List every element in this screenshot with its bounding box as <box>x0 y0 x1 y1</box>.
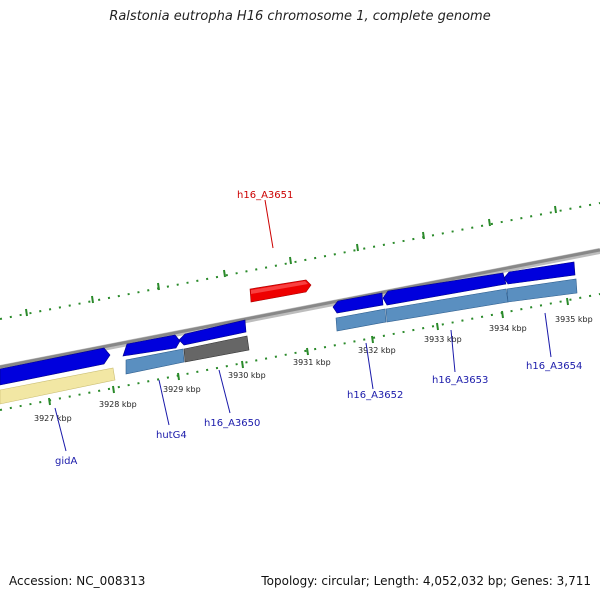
tick-label: 3928 kbp <box>99 400 137 409</box>
lower-tick <box>112 385 115 394</box>
tick-label: 3932 kbp <box>358 346 396 355</box>
feature-hutG4-cds <box>125 348 185 375</box>
gene-label-h16-A3653: h16_A3653 <box>432 375 488 386</box>
gene-label-h16-A3652: h16_A3652 <box>347 390 403 401</box>
lower-tick <box>306 347 309 356</box>
upper-tick <box>422 231 425 240</box>
lower-tick <box>241 360 244 369</box>
feature-h16-A3650-pseudo <box>183 335 250 363</box>
gene-gidA-arrow <box>0 347 111 386</box>
feature-gidA-rna <box>0 367 116 405</box>
lower-tick <box>436 322 439 331</box>
lower-tick <box>566 297 569 306</box>
gene-hutG4-arrow <box>122 334 181 357</box>
upper-tick <box>554 205 557 214</box>
gene-label-h16-A3650: h16_A3650 <box>204 418 260 429</box>
tick-label: 3931 kbp <box>293 358 331 367</box>
upper-tick <box>289 256 292 265</box>
gene-arrows[interactable] <box>0 261 576 386</box>
lower-tick <box>177 372 180 381</box>
genome-summary-text: Topology: circular; Length: 4,052,032 bp… <box>261 574 591 588</box>
tick-label: 3934 kbp <box>489 324 527 333</box>
gene-label-gidA: gidA <box>55 456 77 467</box>
chart-title: Ralstonia eutropha H16 chromosome 1, com… <box>109 9 491 24</box>
tick-labels: 3927 kbp 3928 kbp 3929 kbp 3930 kbp 3931… <box>34 315 593 423</box>
chromosome-backbone <box>0 248 600 371</box>
feature-boxes[interactable] <box>0 278 578 405</box>
lower-tick <box>48 397 51 406</box>
upper-tick <box>488 218 491 227</box>
gene-h16-A3653-arrow <box>382 272 507 306</box>
lower-tick <box>501 310 504 319</box>
gene-h16-A3650-arrow <box>178 319 247 346</box>
tick-label: 3929 kbp <box>163 385 201 394</box>
upper-tick <box>157 282 160 291</box>
upper-tick <box>25 308 28 317</box>
feature-h16-A3654-cds <box>506 278 578 303</box>
leader-lines <box>54 199 552 452</box>
gene-h16-A3651[interactable] <box>249 279 312 303</box>
upper-tick <box>223 269 226 278</box>
lower-tick <box>371 335 374 344</box>
tick-label: 3935 kbp <box>555 315 593 324</box>
feature-h16-A3652-cds <box>335 308 387 332</box>
lower-tick-rail <box>0 293 600 411</box>
gene-label-h16-A3654: h16_A3654 <box>526 361 582 372</box>
upper-tick <box>356 243 359 252</box>
gene-label-hutG4: hutG4 <box>156 430 187 441</box>
upper-tick <box>91 295 94 304</box>
tick-label: 3933 kbp <box>424 335 462 344</box>
gene-h16-A3654-arrow <box>503 261 576 285</box>
accession-text: Accession: NC_008313 <box>9 574 146 588</box>
tick-label: 3930 kbp <box>228 371 266 380</box>
tick-label: 3927 kbp <box>34 414 72 423</box>
gene-labels[interactable]: h16_A3651 gidA hutG4 h16_A3650 h16_A3652… <box>55 190 582 467</box>
gene-h16-A3652-arrow <box>332 292 384 314</box>
upper-tick-rail <box>0 202 600 320</box>
gene-label-h16-A3651: h16_A3651 <box>237 190 293 201</box>
